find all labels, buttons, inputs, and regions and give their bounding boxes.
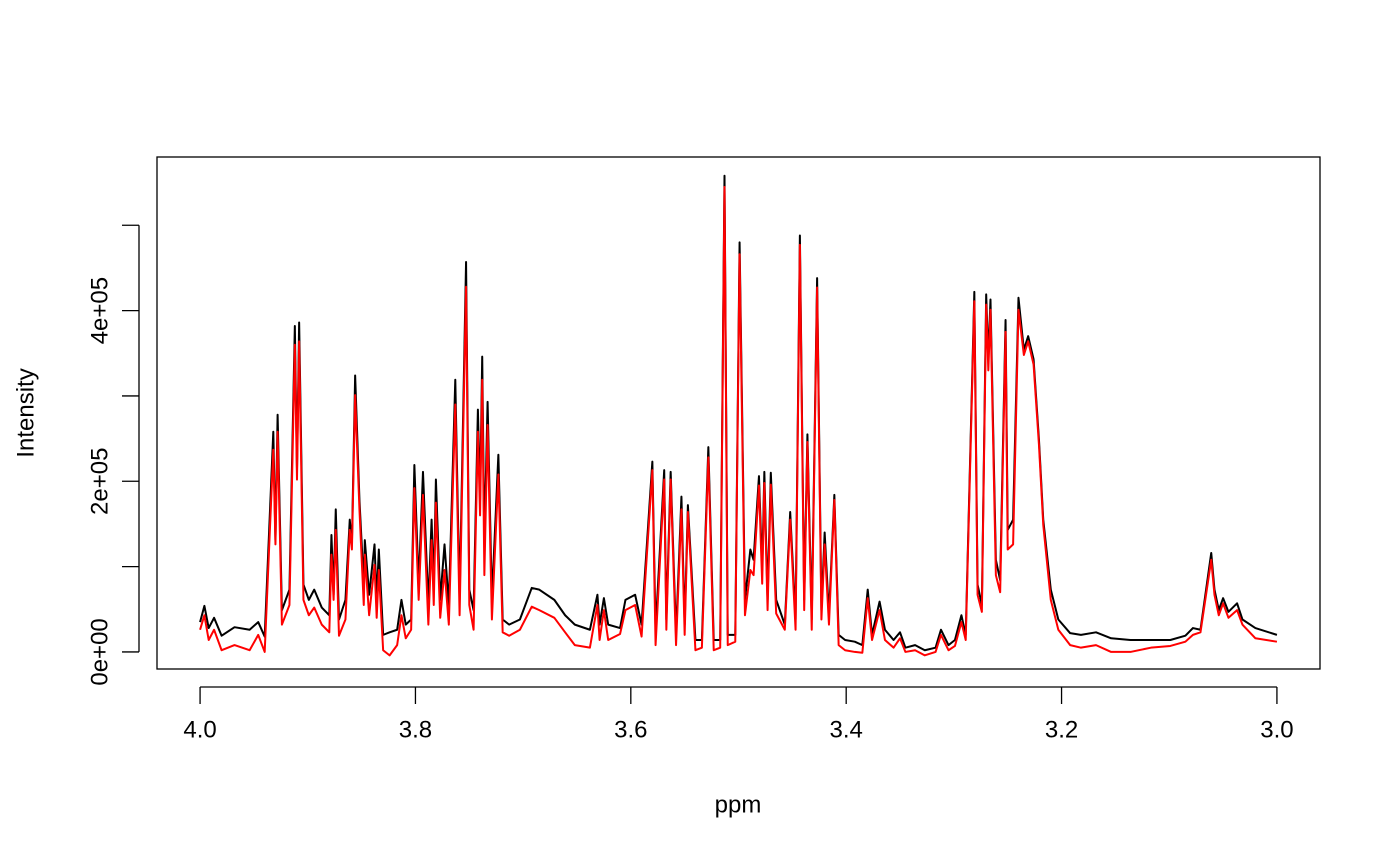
x-tick-label: 3.4 bbox=[829, 716, 862, 743]
x-tick-label: 3.0 bbox=[1260, 716, 1293, 743]
spectrum-line bbox=[199, 185, 1278, 657]
x-tick-label: 3.2 bbox=[1045, 716, 1078, 743]
y-axis-label: Intensity bbox=[12, 368, 39, 457]
plot-box bbox=[156, 156, 1321, 670]
y-tick-label: 0e+00 bbox=[86, 618, 113, 685]
x-tick-label: 3.6 bbox=[614, 716, 647, 743]
y-tick-label: 2e+05 bbox=[86, 448, 113, 515]
x-axis-label: ppm bbox=[715, 791, 762, 818]
x-tick-label: 4.0 bbox=[183, 716, 216, 743]
y-tick-label: 4e+05 bbox=[86, 277, 113, 344]
x-tick-label: 3.8 bbox=[399, 716, 432, 743]
